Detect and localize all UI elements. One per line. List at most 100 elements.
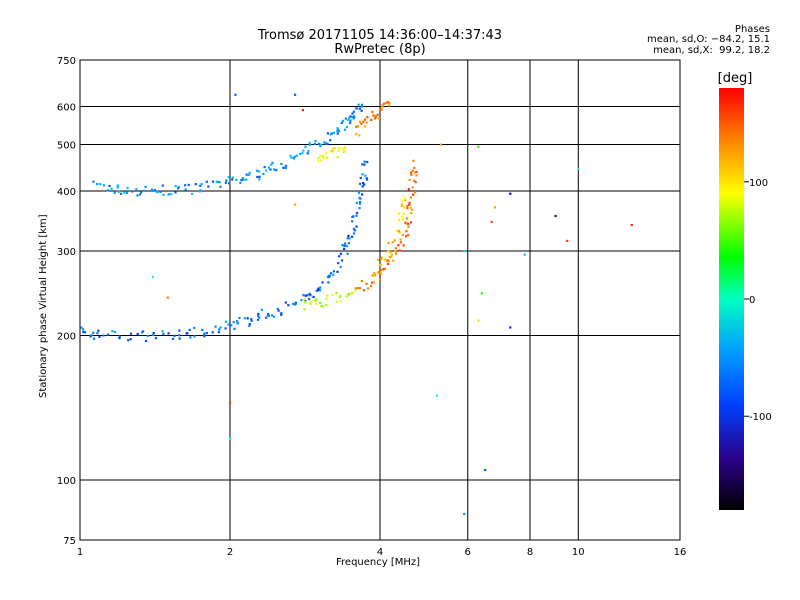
data-point	[290, 156, 293, 159]
data-point	[351, 235, 354, 238]
data-point	[211, 331, 214, 334]
data-point	[123, 191, 126, 194]
data-point	[319, 286, 322, 289]
data-point	[409, 171, 413, 174]
data-point	[397, 244, 400, 247]
data-point	[379, 271, 383, 274]
data-point	[357, 287, 360, 290]
data-point	[245, 178, 248, 181]
data-point	[267, 166, 270, 169]
data-point	[270, 163, 273, 166]
data-point	[256, 169, 259, 172]
data-point	[276, 307, 279, 310]
data-point	[258, 316, 261, 319]
x-tick-label: 2	[227, 547, 233, 558]
data-point	[200, 183, 203, 186]
data-point	[364, 125, 367, 128]
data-point	[318, 289, 322, 292]
data-point	[327, 281, 330, 284]
data-point	[262, 172, 265, 176]
data-point	[355, 225, 358, 228]
data-point	[264, 169, 267, 172]
data-point	[345, 295, 348, 298]
data-point	[144, 339, 148, 343]
x-tick-label: 4	[377, 547, 383, 558]
data-point	[167, 193, 170, 196]
data-point	[275, 169, 278, 172]
data-point	[292, 157, 296, 160]
data-point	[365, 282, 368, 285]
data-point	[463, 512, 466, 516]
data-point	[303, 300, 307, 304]
colorbar	[719, 88, 744, 510]
data-point	[312, 295, 315, 299]
data-point	[231, 178, 234, 181]
data-point	[154, 337, 157, 340]
data-point	[477, 319, 480, 322]
data-point	[119, 192, 123, 195]
data-point	[171, 337, 175, 341]
data-point	[161, 184, 164, 187]
data-point	[413, 166, 416, 169]
data-point	[248, 324, 251, 327]
data-point	[308, 297, 311, 301]
data-point	[106, 333, 110, 336]
data-point	[118, 335, 121, 338]
data-point	[336, 156, 339, 159]
data-point	[342, 148, 345, 151]
data-point	[411, 186, 414, 189]
data-point	[347, 242, 351, 245]
data-point	[577, 167, 580, 171]
data-point	[332, 273, 335, 276]
data-point	[406, 204, 409, 207]
data-point	[339, 300, 342, 303]
data-point	[224, 327, 227, 330]
data-point	[191, 192, 194, 196]
data-point	[348, 237, 351, 240]
data-point	[408, 203, 411, 206]
data-point	[381, 104, 384, 107]
data-point	[116, 186, 119, 189]
data-point	[167, 332, 170, 335]
data-point	[439, 143, 443, 146]
data-point	[241, 177, 244, 180]
data-point	[306, 294, 309, 297]
data-point	[205, 180, 208, 183]
data-point	[393, 239, 396, 242]
data-point	[336, 127, 339, 130]
data-point	[308, 141, 311, 145]
data-point	[410, 173, 413, 176]
stats-o-mode: mean, sd,O: −84.2, 15.1	[647, 34, 770, 45]
data-point	[399, 238, 402, 241]
data-point	[325, 156, 329, 159]
data-point	[354, 287, 357, 290]
data-point	[400, 203, 403, 206]
data-point	[374, 116, 377, 119]
chart-subtitle: RwPretec (8p)	[334, 42, 426, 57]
data-point	[373, 117, 376, 120]
data-point	[224, 320, 228, 323]
data-point	[379, 272, 382, 276]
data-point	[217, 331, 221, 334]
data-point	[356, 125, 359, 128]
stats-x-mode: mean, sd,X: 99.2, 18.2	[653, 45, 770, 56]
data-point	[361, 163, 364, 166]
data-point	[387, 241, 390, 245]
data-point	[412, 159, 415, 162]
data-point	[414, 181, 417, 184]
data-point	[400, 215, 404, 218]
data-point	[224, 181, 227, 184]
data-point	[403, 196, 406, 199]
data-point	[301, 152, 304, 155]
data-point	[320, 305, 323, 308]
x-axis-label: Frequency [MHz]	[336, 557, 421, 568]
data-point	[361, 173, 364, 176]
y-tick-label: 100	[57, 476, 76, 487]
data-point	[463, 250, 466, 253]
data-point	[377, 271, 380, 274]
data-point	[229, 401, 232, 404]
data-point	[211, 180, 215, 183]
data-point	[383, 267, 387, 270]
data-point	[170, 193, 173, 196]
